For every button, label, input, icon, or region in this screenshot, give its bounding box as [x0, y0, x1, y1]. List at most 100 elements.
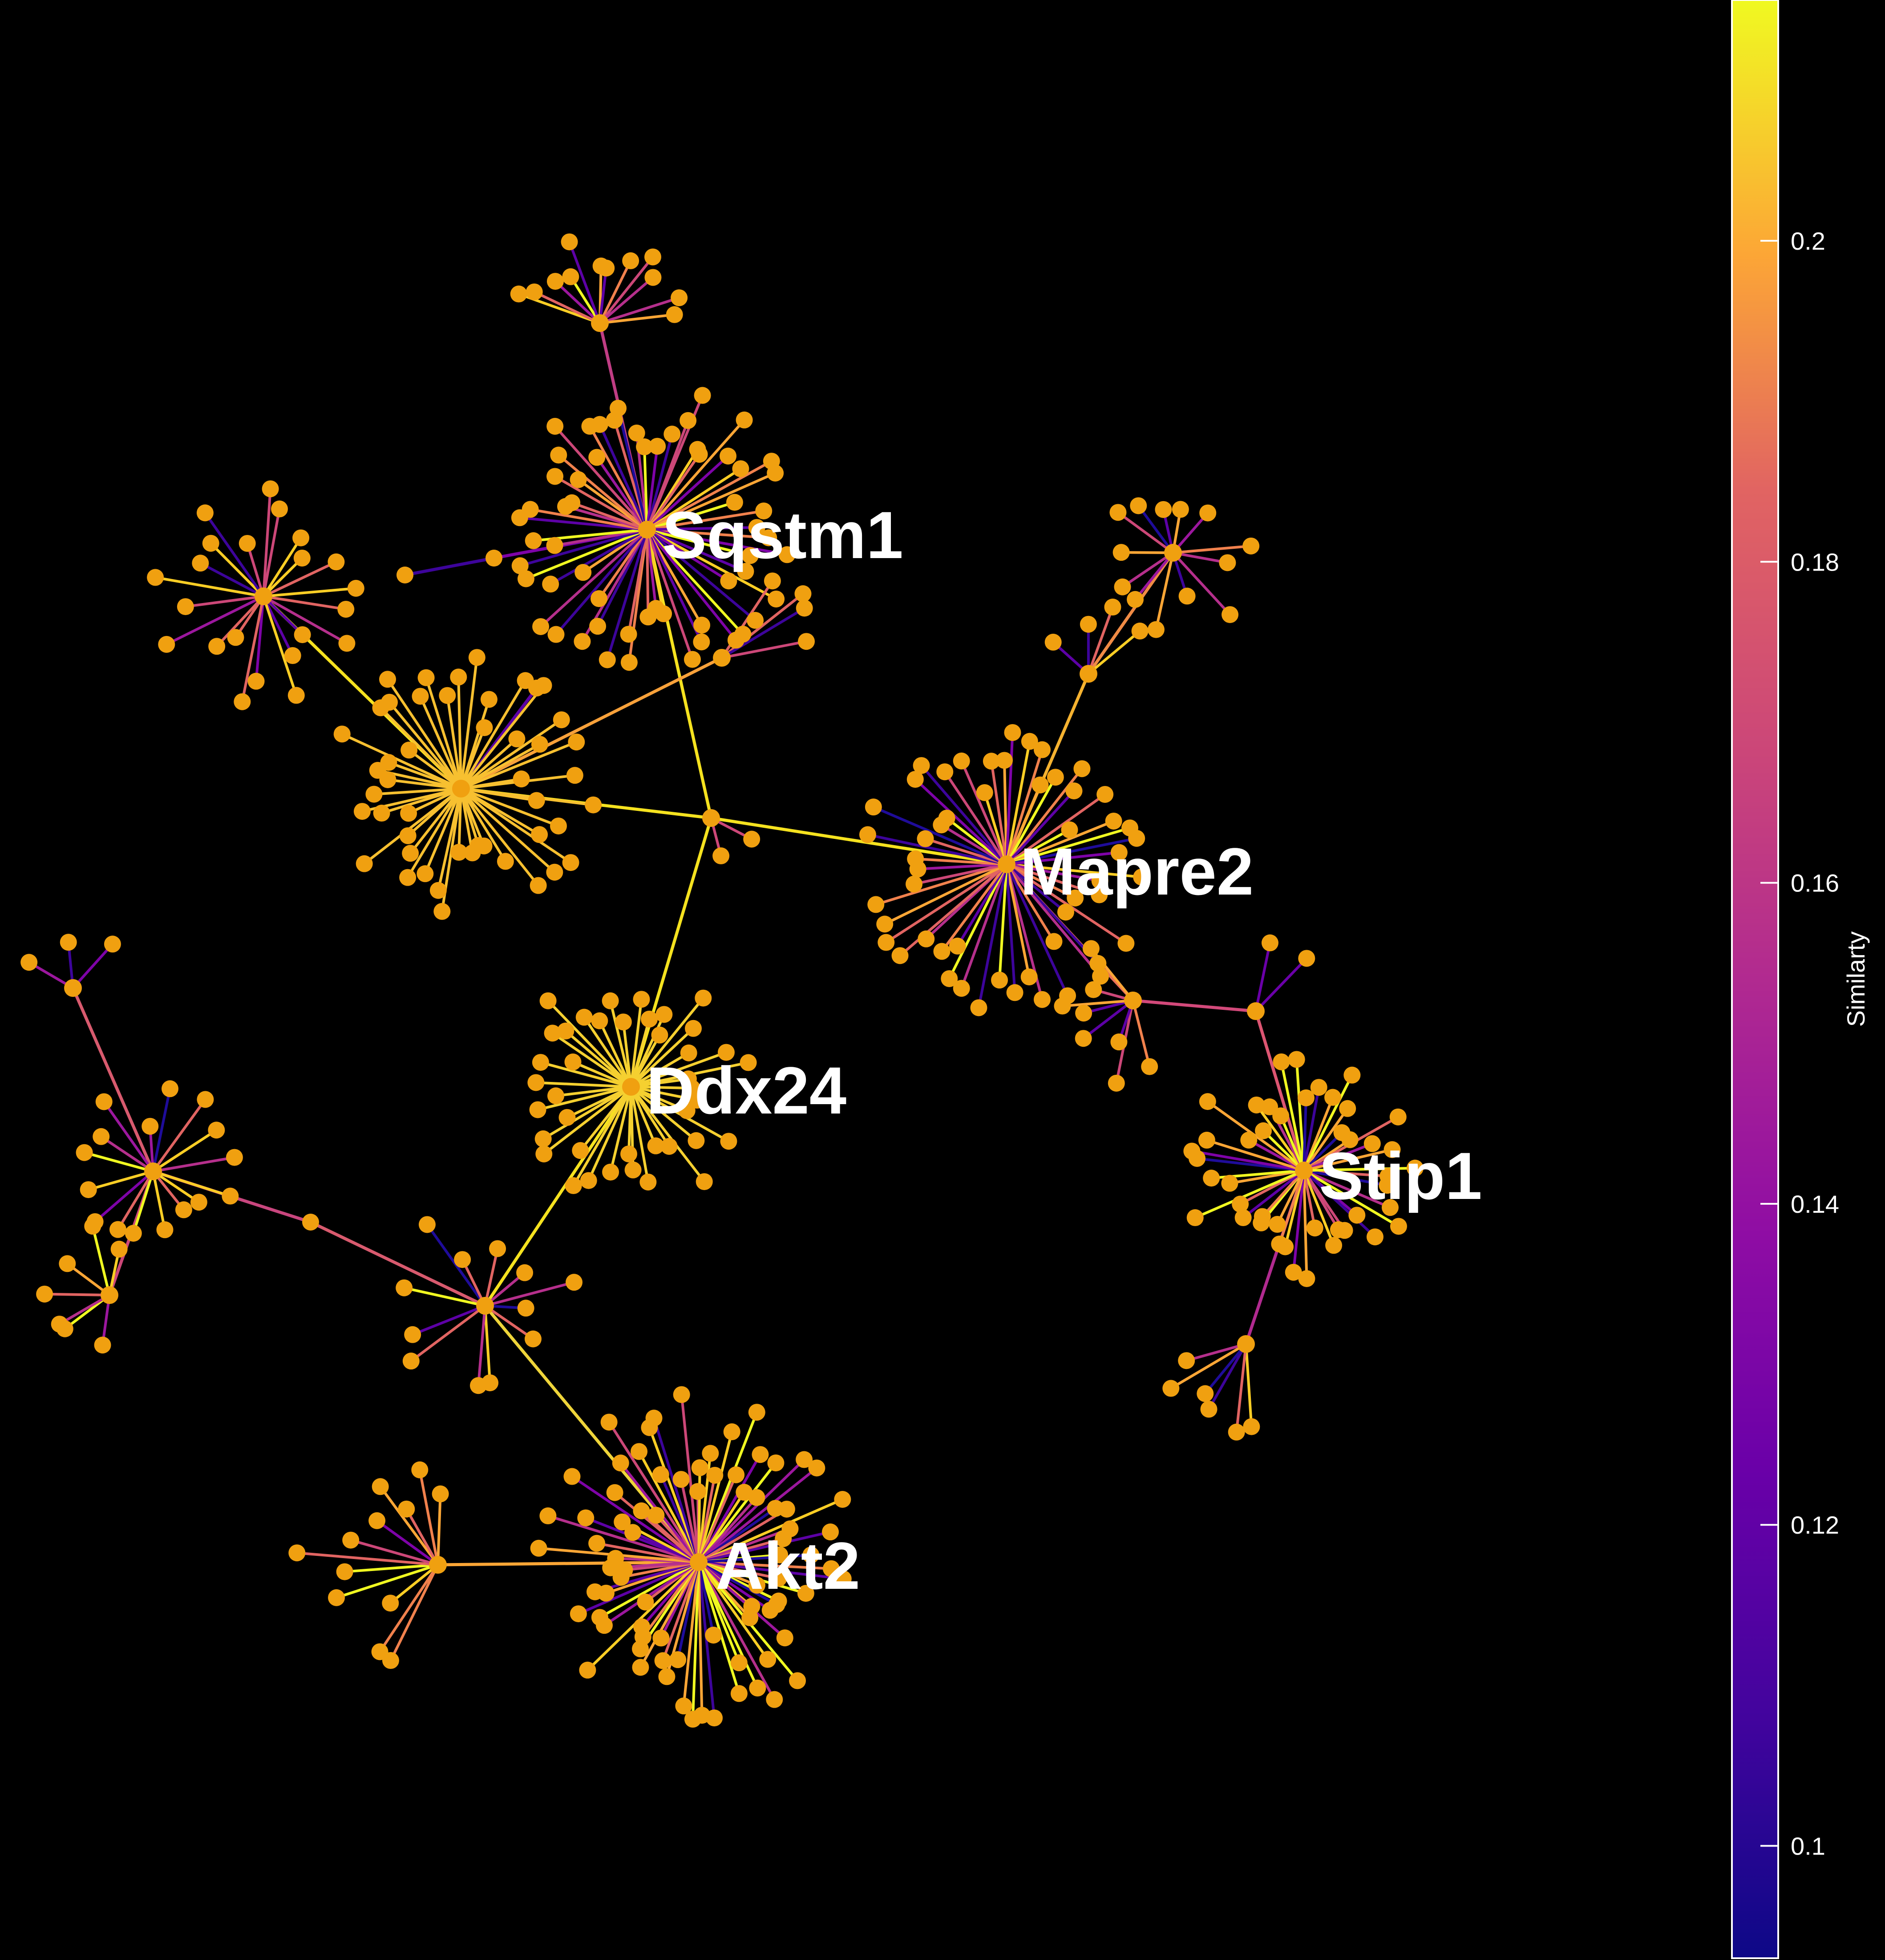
leaf-node: [693, 633, 710, 651]
leaf-node: [1348, 1207, 1366, 1224]
leaf-node: [547, 626, 565, 643]
edge: [152, 1170, 232, 1198]
edge: [403, 1286, 486, 1307]
edge: [419, 695, 462, 790]
leaf-node: [1031, 776, 1049, 794]
edge: [1005, 740, 1031, 866]
leaf-node: [689, 1483, 707, 1500]
edge: [1134, 551, 1174, 601]
edge: [388, 701, 462, 790]
edge: [536, 1085, 632, 1111]
edge: [1280, 1060, 1305, 1172]
edge: [1261, 1169, 1305, 1218]
leaf-node: [991, 972, 1008, 989]
leaf-node: [531, 736, 548, 753]
leaf-node: [125, 1225, 142, 1242]
edge: [697, 1561, 769, 1661]
leaf-node: [553, 711, 570, 729]
leaf-node: [770, 1570, 787, 1587]
node: [396, 567, 413, 583]
leaf-node: [1105, 812, 1122, 830]
edge: [885, 863, 1008, 944]
edge: [983, 791, 1008, 866]
leaf-node: [365, 786, 383, 803]
leaf-node: [591, 590, 608, 607]
edge: [646, 433, 674, 531]
leaf-node: [588, 1535, 606, 1552]
leaf-node: [396, 1279, 413, 1296]
leaf-node: [614, 1513, 631, 1531]
edge: [630, 1085, 694, 1090]
edge: [646, 454, 730, 531]
leaf-node: [936, 763, 954, 781]
edge: [630, 1033, 661, 1088]
edge: [83, 1151, 154, 1173]
leaf-node: [633, 1618, 651, 1636]
edge: [546, 1515, 700, 1563]
edge: [595, 456, 648, 531]
edge: [627, 1085, 632, 1155]
leaf-node: [1243, 1418, 1260, 1435]
edge: [460, 787, 507, 863]
edge: [599, 267, 608, 324]
hub-label-stip1: Stip1: [1319, 1138, 1482, 1213]
edge: [1005, 819, 1115, 866]
leaf-node: [1117, 935, 1135, 952]
hub-node: [1247, 1002, 1265, 1020]
leaf-node: [1096, 786, 1114, 803]
edge: [378, 1563, 439, 1653]
leaf-node: [675, 1697, 692, 1715]
leaf-node: [1363, 1135, 1381, 1152]
edge: [646, 501, 736, 531]
edge: [446, 694, 462, 790]
leaf-node: [645, 1409, 663, 1427]
leaf-node: [527, 1074, 545, 1091]
edge: [407, 787, 462, 815]
colorbar-tick-label: 0.2: [1791, 227, 1825, 255]
leaf-node: [953, 752, 970, 769]
leaf-node: [398, 1500, 415, 1518]
edge: [630, 1085, 699, 1102]
edge: [646, 528, 757, 622]
edge: [1242, 1169, 1305, 1219]
leaf-node: [1248, 1096, 1265, 1114]
leaf-node: [546, 537, 563, 554]
leaf-node: [976, 784, 993, 801]
leaf-node: [663, 425, 681, 443]
edge: [534, 1081, 632, 1088]
edge: [646, 528, 703, 644]
edge: [116, 1170, 154, 1231]
leaf-node: [639, 608, 657, 626]
leaf-node: [1339, 1100, 1356, 1117]
leaf-node: [748, 519, 765, 536]
leaf-node: [347, 579, 364, 597]
leaf-node: [755, 502, 773, 520]
edge: [697, 1466, 818, 1563]
leaf-node: [631, 1443, 648, 1460]
leaf-node: [550, 817, 567, 834]
leaf-node: [797, 1585, 814, 1602]
leaf-node: [1080, 616, 1097, 633]
edge: [866, 833, 1008, 866]
leaf-node: [1131, 622, 1149, 640]
colorbar-title: Similarty: [1842, 931, 1870, 1027]
leaf-node: [371, 1643, 388, 1660]
edge: [697, 1561, 833, 1570]
leaf-node: [142, 1118, 159, 1135]
edge: [1279, 1114, 1305, 1172]
edge: [58, 1294, 111, 1326]
edge: [437, 1492, 442, 1566]
edge: [539, 1061, 632, 1088]
leaf-node: [702, 1445, 719, 1462]
leaf-node: [949, 937, 966, 955]
edge: [599, 313, 676, 324]
edge: [1005, 863, 1056, 943]
leaf-node: [1114, 578, 1131, 595]
edge: [1005, 863, 1102, 978]
edge: [720, 607, 806, 659]
leaf-node: [550, 446, 567, 464]
edge: [1137, 504, 1174, 554]
edge: [697, 1561, 740, 1695]
leaf-node: [1389, 1108, 1407, 1126]
